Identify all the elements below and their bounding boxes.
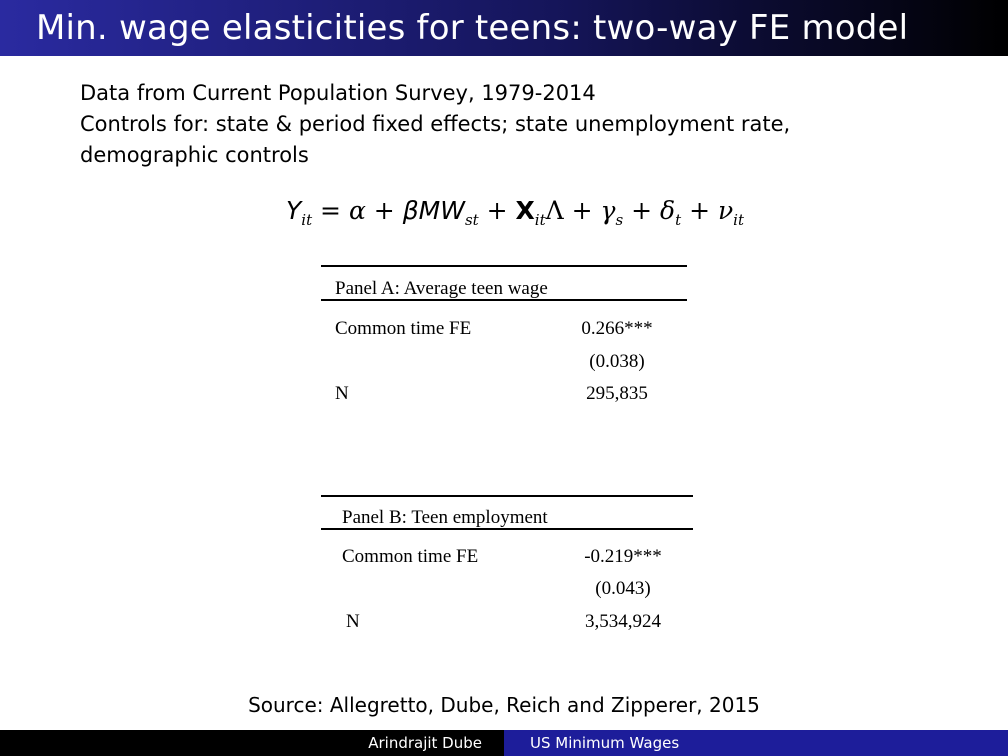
eq-gamma: γ [600, 196, 616, 225]
intro-line-1: Data from Current Population Survey, 197… [80, 81, 596, 105]
panel-a-header-rule [321, 299, 687, 301]
eq-lhs-sub: it [301, 211, 313, 229]
eq-delta-sub: t [675, 211, 682, 229]
eq-alpha: α [348, 196, 366, 225]
eq-plus-1: + [365, 196, 403, 225]
eq-nu-sub: it [733, 211, 744, 229]
panel-b-header: Panel B: Teen employment [342, 507, 548, 528]
intro-line-3: demographic controls [80, 143, 309, 167]
panel-b-table: Panel B: Teen employment Common time FE … [321, 494, 693, 644]
panel-a-header: Panel A: Average teen wage [335, 278, 548, 299]
panel-b-row1-label: Common time FE [342, 546, 479, 567]
panel-a-row1-se: (0.038) [589, 351, 645, 372]
eq-plus-2: + [478, 196, 516, 225]
panel-a-table: Panel A: Average teen wage Common time F… [321, 264, 687, 414]
source-citation: Source: Allegretto, Dube, Reich and Zipp… [248, 693, 760, 717]
panel-b-row2-value: 3,534,924 [585, 611, 661, 632]
footer-bar: Arindrajit Dube US Minimum Wages [0, 730, 1008, 756]
eq-lhs: Y [286, 196, 302, 225]
eq-delta: δ [660, 196, 676, 225]
slide-title: Min. wage elasticities for teens: two-wa… [36, 8, 909, 48]
eq-plus-5: + [681, 196, 718, 225]
panel-a-row1-value: 0.266*** [581, 318, 653, 339]
eq-gamma-sub: s [615, 211, 624, 229]
panel-a-row2-value: 295,835 [586, 383, 648, 404]
intro-line-2: Controls for: state & period fixed effec… [80, 112, 791, 136]
eq-x: X [515, 196, 535, 225]
eq-equals: = [312, 196, 349, 225]
intro-text: Data from Current Population Survey, 197… [80, 78, 960, 171]
eq-beta-mw-sub: st [464, 211, 479, 229]
panel-a-row1-label: Common time FE [335, 318, 472, 339]
eq-plus-4: + [623, 196, 661, 225]
panel-b-row1-value: -0.219*** [584, 546, 662, 567]
panel-b-row2-label: N [346, 611, 360, 632]
panel-b-top-rule [321, 495, 693, 497]
footer-author: Arindrajit Dube [0, 730, 504, 756]
eq-x-sub: it [534, 211, 546, 229]
title-bar: Min. wage elasticities for teens: two-wa… [0, 0, 1008, 56]
eq-plus-3: + [563, 196, 601, 225]
footer-talk-title: US Minimum Wages [504, 730, 1008, 756]
regression-equation: Yit = α + βMWst + XitΛ + γs + δt + νit [286, 196, 744, 229]
panel-a-top-rule [321, 265, 687, 267]
panel-a-row2-label: N [335, 383, 349, 404]
eq-beta-mw: βMW [402, 196, 465, 225]
panel-b-row1-se: (0.043) [595, 578, 651, 599]
eq-nu: ν [717, 196, 734, 225]
eq-lambda: Λ [545, 196, 564, 225]
panel-b-header-rule [321, 528, 693, 530]
